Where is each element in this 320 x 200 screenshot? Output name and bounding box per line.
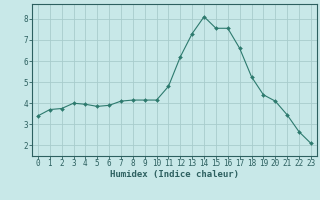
X-axis label: Humidex (Indice chaleur): Humidex (Indice chaleur) (110, 170, 239, 179)
